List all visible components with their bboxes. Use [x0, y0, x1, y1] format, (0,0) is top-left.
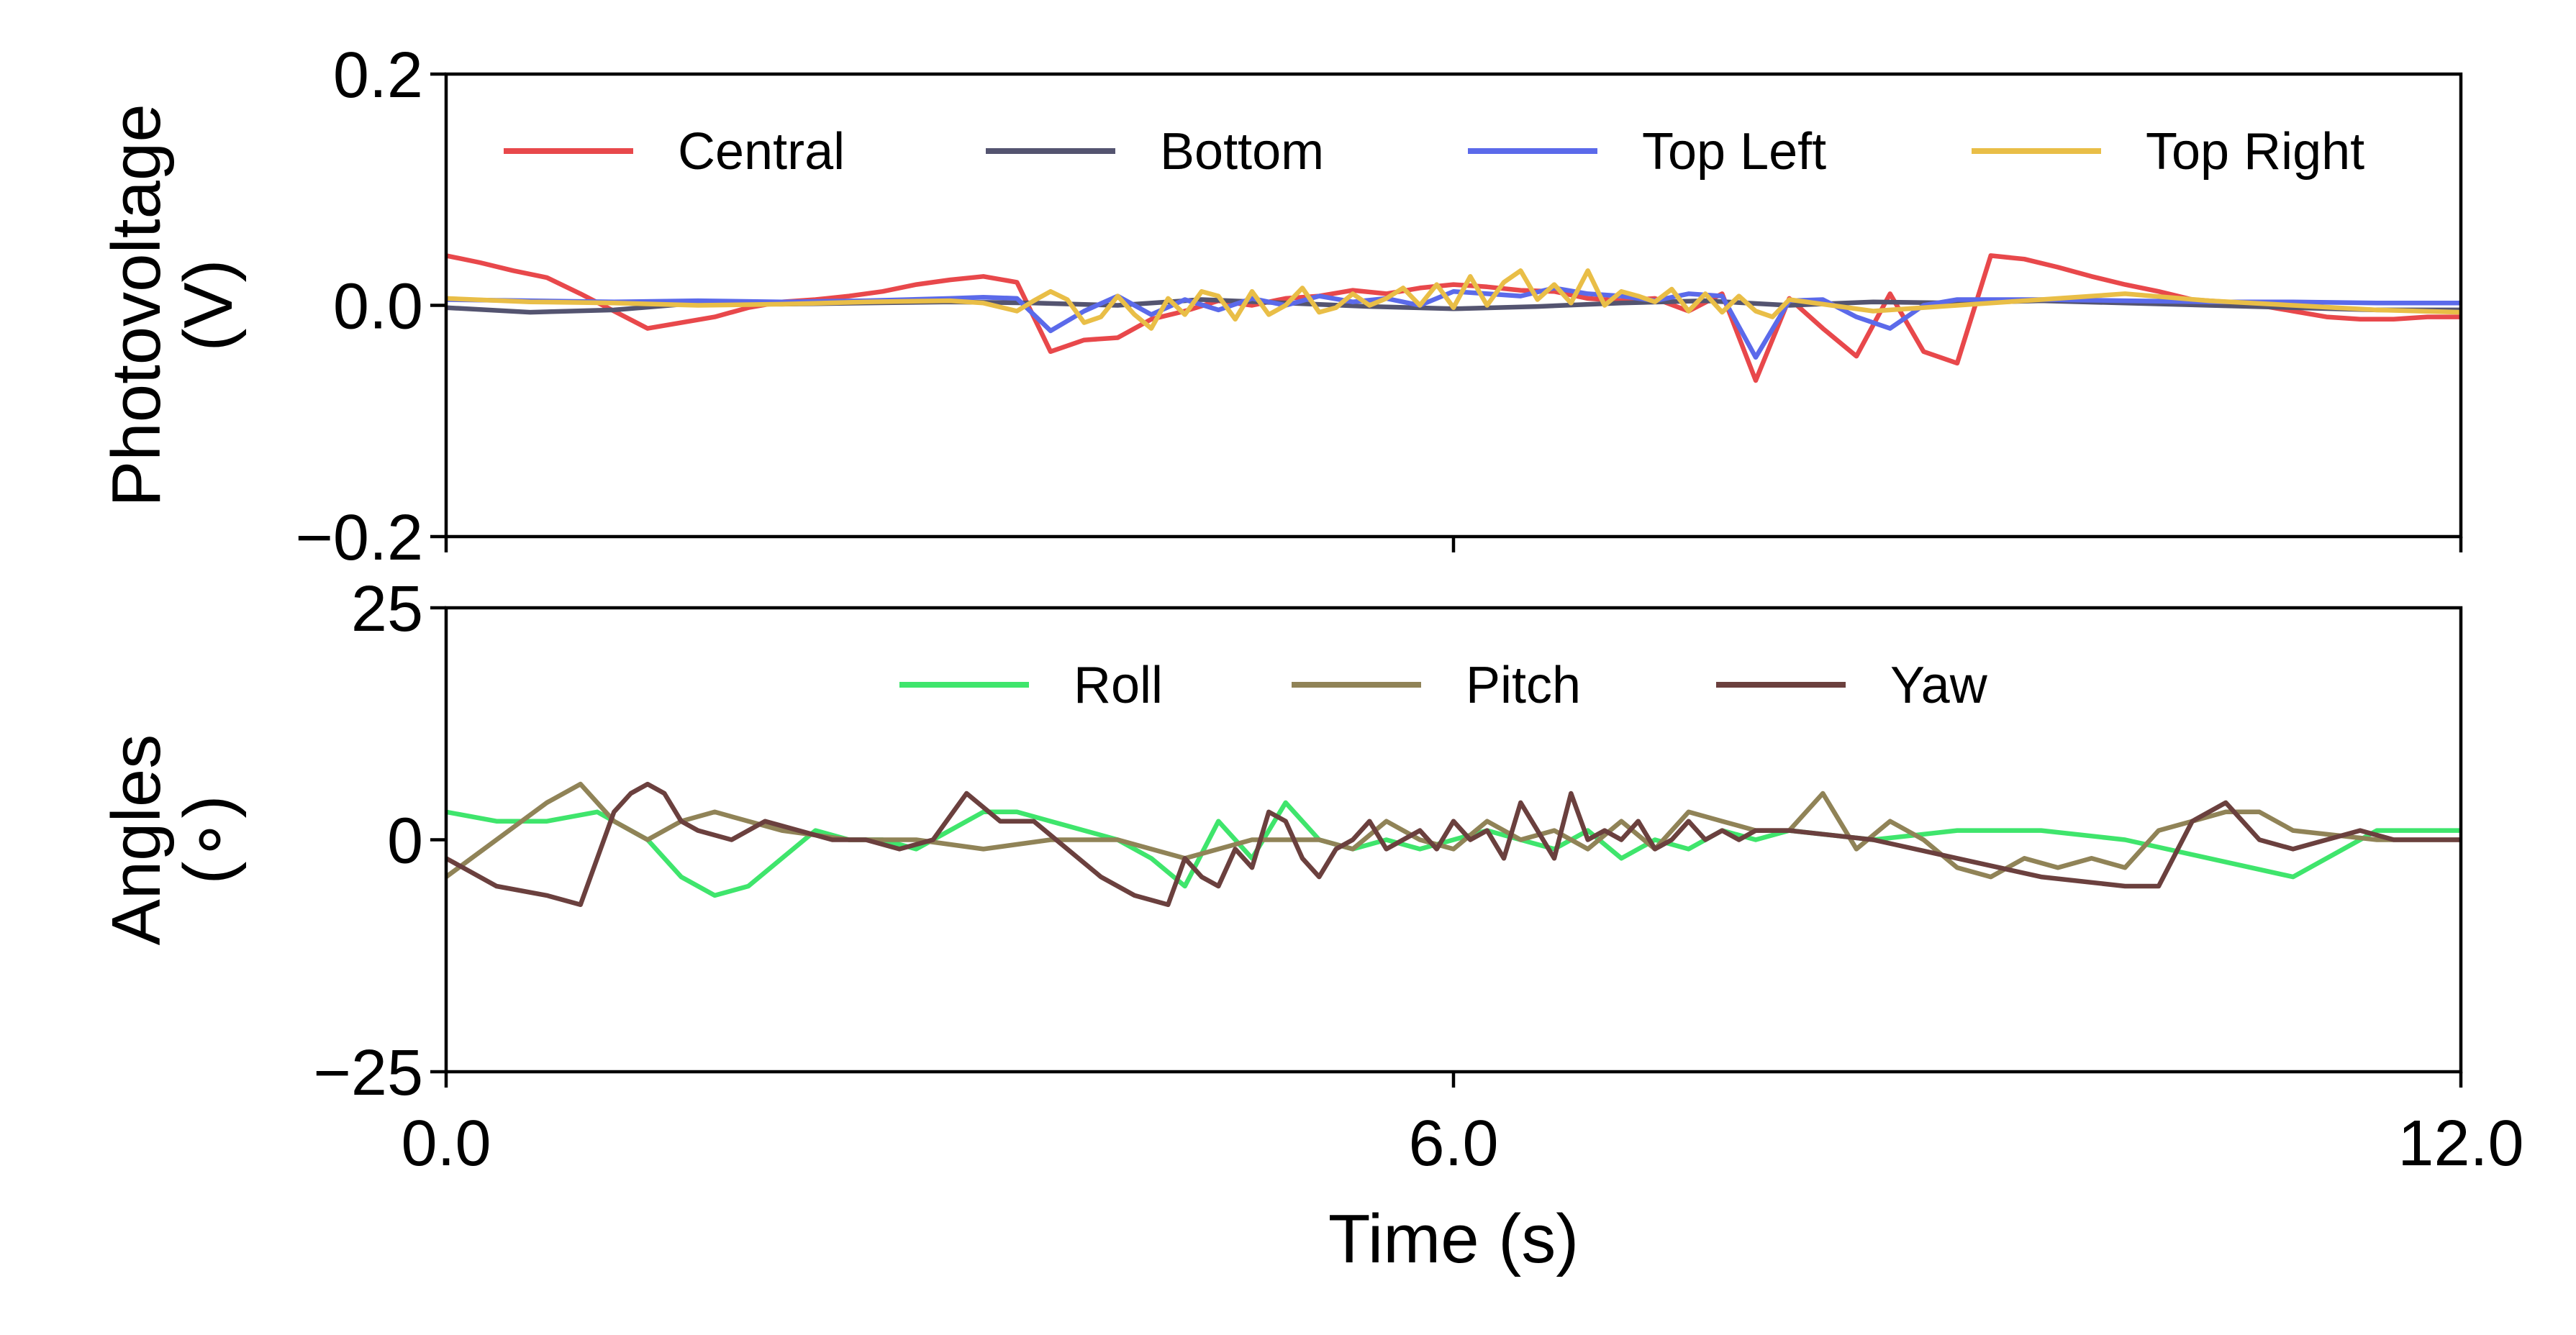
y-tick-label: 0.2: [333, 40, 423, 111]
legend-label-yaw: Yaw: [1890, 657, 1988, 714]
angles-panel: 25 0 −250.0 6.0 12.0 Time (s) Angles(∘) Roll Pit…: [98, 573, 2524, 1277]
y-tick-label: 25: [351, 573, 423, 645]
x-axis-label: Time (s): [1328, 1200, 1579, 1277]
x-tick-label: 6.0: [1408, 1108, 1498, 1180]
y-axis-label: Angles(∘): [98, 734, 247, 946]
y-axis-label-line: (V): [170, 260, 247, 352]
y-tick-label: 0: [387, 806, 423, 878]
y-tick-label: −0.2: [295, 502, 423, 574]
series-line-yaw: [446, 781, 2461, 908]
series-line-pitch: [446, 781, 2461, 880]
series-line-top-right: [446, 268, 2461, 331]
x-tick-label: 0.0: [401, 1108, 491, 1180]
y-axis-label-line: (∘): [170, 795, 247, 884]
photovoltage-panel: 0.2 0.0 −0.2 Photovoltage(V) Central Bottom To…: [98, 40, 2463, 574]
y-axis-label-line: Photovoltage: [98, 104, 175, 506]
series-line-central: [446, 253, 2461, 383]
y-tick-label: 0.0: [333, 271, 423, 343]
y-axis-label-line: Angles: [98, 734, 175, 946]
y-tick-label: −25: [313, 1037, 423, 1109]
legend-label-roll: Roll: [1074, 657, 1163, 714]
legend-label-central: Central: [678, 123, 845, 181]
legend-label-top-right: Top Right: [2146, 123, 2364, 181]
legend-label-top-left: Top Left: [1642, 123, 1826, 181]
legend-label-bottom: Bottom: [1160, 123, 1324, 181]
y-axis-label: Photovoltage(V): [98, 104, 247, 506]
x-tick-label: 12.0: [2398, 1108, 2523, 1180]
legend-label-pitch: Pitch: [1466, 657, 1581, 714]
